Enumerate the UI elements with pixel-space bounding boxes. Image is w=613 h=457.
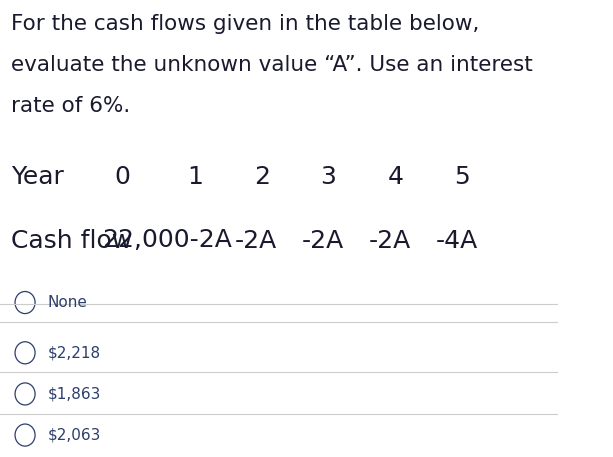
Text: 0: 0 xyxy=(115,165,131,189)
Text: 3: 3 xyxy=(321,165,337,189)
Text: ‑4A: ‑4A xyxy=(435,228,478,253)
Text: Year: Year xyxy=(11,165,64,189)
Text: 5: 5 xyxy=(454,165,470,189)
Text: rate of 6%.: rate of 6%. xyxy=(11,96,131,116)
Text: $1,863: $1,863 xyxy=(47,387,101,401)
Text: ‑2A: ‑2A xyxy=(235,228,277,253)
Text: ‑2A: ‑2A xyxy=(302,228,344,253)
Text: 2: 2 xyxy=(254,165,270,189)
Text: $2,063: $2,063 xyxy=(47,428,101,442)
Text: None: None xyxy=(47,295,87,310)
Text: 22,000‑2A: 22,000‑2A xyxy=(102,228,232,253)
Text: $2,218: $2,218 xyxy=(47,345,101,360)
Text: Cash flow: Cash flow xyxy=(11,228,132,253)
Text: ‑2A: ‑2A xyxy=(368,228,411,253)
Text: For the cash flows given in the table below,: For the cash flows given in the table be… xyxy=(11,14,479,34)
Text: evaluate the unknown value “A”. Use an interest: evaluate the unknown value “A”. Use an i… xyxy=(11,55,533,75)
Text: 1: 1 xyxy=(187,165,203,189)
Text: 4: 4 xyxy=(387,165,403,189)
